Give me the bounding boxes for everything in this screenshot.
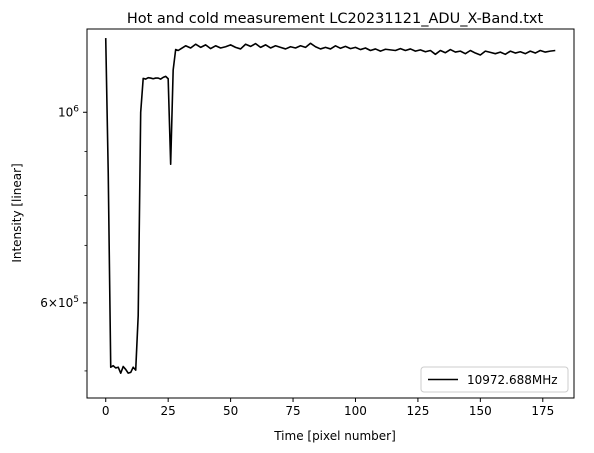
- legend: 10972.688MHz: [420, 366, 569, 393]
- x-tick-label: 50: [223, 404, 238, 418]
- legend-box: [420, 366, 569, 393]
- x-tick-label: 25: [161, 404, 176, 418]
- x-tick-label: 125: [406, 404, 429, 418]
- legend-series-label: 10972.688MHz: [467, 373, 558, 387]
- chart-title: Hot and cold measurement LC20231121_ADU_…: [127, 11, 544, 27]
- x-tick-label: 100: [344, 404, 367, 418]
- y-axis: 106 6×105: [40, 104, 87, 372]
- x-tick-label: 75: [285, 404, 300, 418]
- plot-area: [86, 28, 575, 399]
- y-tick-label: 6×105: [40, 295, 79, 310]
- x-tick-label: 0: [102, 404, 110, 418]
- x-axis-label: Time [pixel number]: [273, 429, 396, 443]
- y-tick-label: 106: [58, 104, 79, 119]
- x-tick-label: 175: [531, 404, 554, 418]
- y-axis-label: Intensity [linear]: [10, 163, 24, 262]
- x-tick-label: 150: [469, 404, 492, 418]
- x-axis: 0 25 50 75 100 125 150 175: [102, 398, 554, 418]
- series-line: [104, 38, 556, 374]
